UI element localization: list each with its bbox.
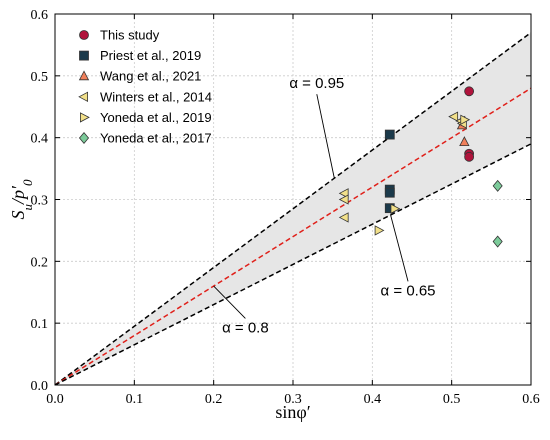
- data-point-3-0: [338, 188, 349, 199]
- data-point-4-2: [460, 114, 471, 125]
- data-point-3-3: [448, 111, 459, 122]
- legend-label-5: Yoneda et al., 2017: [100, 131, 212, 146]
- data-point-4-0: [374, 225, 385, 236]
- y-tick-label: 0.3: [31, 194, 49, 209]
- data-point-3-2: [338, 212, 349, 223]
- data-point-5-1: [492, 235, 503, 248]
- x-tick-label: 0.1: [126, 392, 144, 407]
- annotation-leader-2: [390, 214, 409, 282]
- data-point-0-2: [464, 151, 475, 162]
- y-tick-label: 0.0: [31, 379, 49, 394]
- y-tick-label: 0.6: [31, 8, 49, 23]
- annotation-leader-1: [213, 285, 246, 319]
- x-tick-label: 0.3: [284, 392, 302, 407]
- data-point-1-2: [384, 187, 395, 198]
- annotations: α = 0.95 α = 0.8 α = 0.65: [213, 75, 436, 336]
- alpha-line-2: [55, 143, 531, 385]
- y-tick-label: 0.5: [31, 70, 49, 85]
- x-tick-label: 0.5: [443, 392, 461, 407]
- alpha-line-0: [55, 31, 531, 385]
- data-point-5-0: [492, 179, 503, 192]
- y-tick-label: 0.4: [31, 132, 49, 147]
- legend-marker-2: [78, 70, 90, 81]
- alpha-line-1: [55, 87, 531, 385]
- data-point-2-1: [459, 136, 470, 146]
- x-tick-label: 0.0: [46, 392, 64, 407]
- data-point-3-1: [338, 194, 349, 205]
- x-tick-label: 0.4: [364, 392, 382, 407]
- legend: This study Priest et al., 2019 Wang et al.…: [78, 28, 212, 146]
- data-point-1-0: [384, 129, 395, 140]
- y-tick-label: 0.1: [31, 317, 49, 332]
- axis-ticks: 0.0 0.1 0.2 0.3 0.4 0.5 0.6 0.0 0.1 0.2 0.3 0.4 0.5 0…: [31, 8, 540, 407]
- annotation-label-1: α = 0.8: [222, 319, 269, 336]
- legend-marker-4: [80, 112, 90, 123]
- x-tick-label: 0.6: [522, 392, 540, 407]
- legend-label-1: Priest et al., 2019: [100, 48, 201, 63]
- annotation-label-0: α = 0.95: [289, 75, 344, 92]
- x-axis-title: sinφ′: [275, 402, 310, 422]
- legend-label-2: Wang et al., 2021: [100, 69, 201, 84]
- x-tick-label: 0.2: [205, 392, 223, 407]
- annotation-leader-0: [316, 94, 335, 178]
- legend-label-4: Yoneda et al., 2019: [100, 110, 212, 125]
- legend-marker-1: [79, 50, 89, 61]
- legend-marker-5: [78, 131, 90, 145]
- data-point-0-0: [464, 86, 475, 97]
- legend-label-0: This study: [100, 28, 160, 43]
- annotation-label-2: α = 0.65: [381, 282, 436, 299]
- legend-marker-3: [78, 91, 88, 102]
- y-tick-label: 0.2: [31, 255, 49, 270]
- legend-label-3: Winters et al., 2014: [100, 89, 212, 104]
- legend-marker-0: [79, 30, 89, 40]
- data-point-4-1: [390, 203, 401, 214]
- plot-area: [55, 31, 531, 385]
